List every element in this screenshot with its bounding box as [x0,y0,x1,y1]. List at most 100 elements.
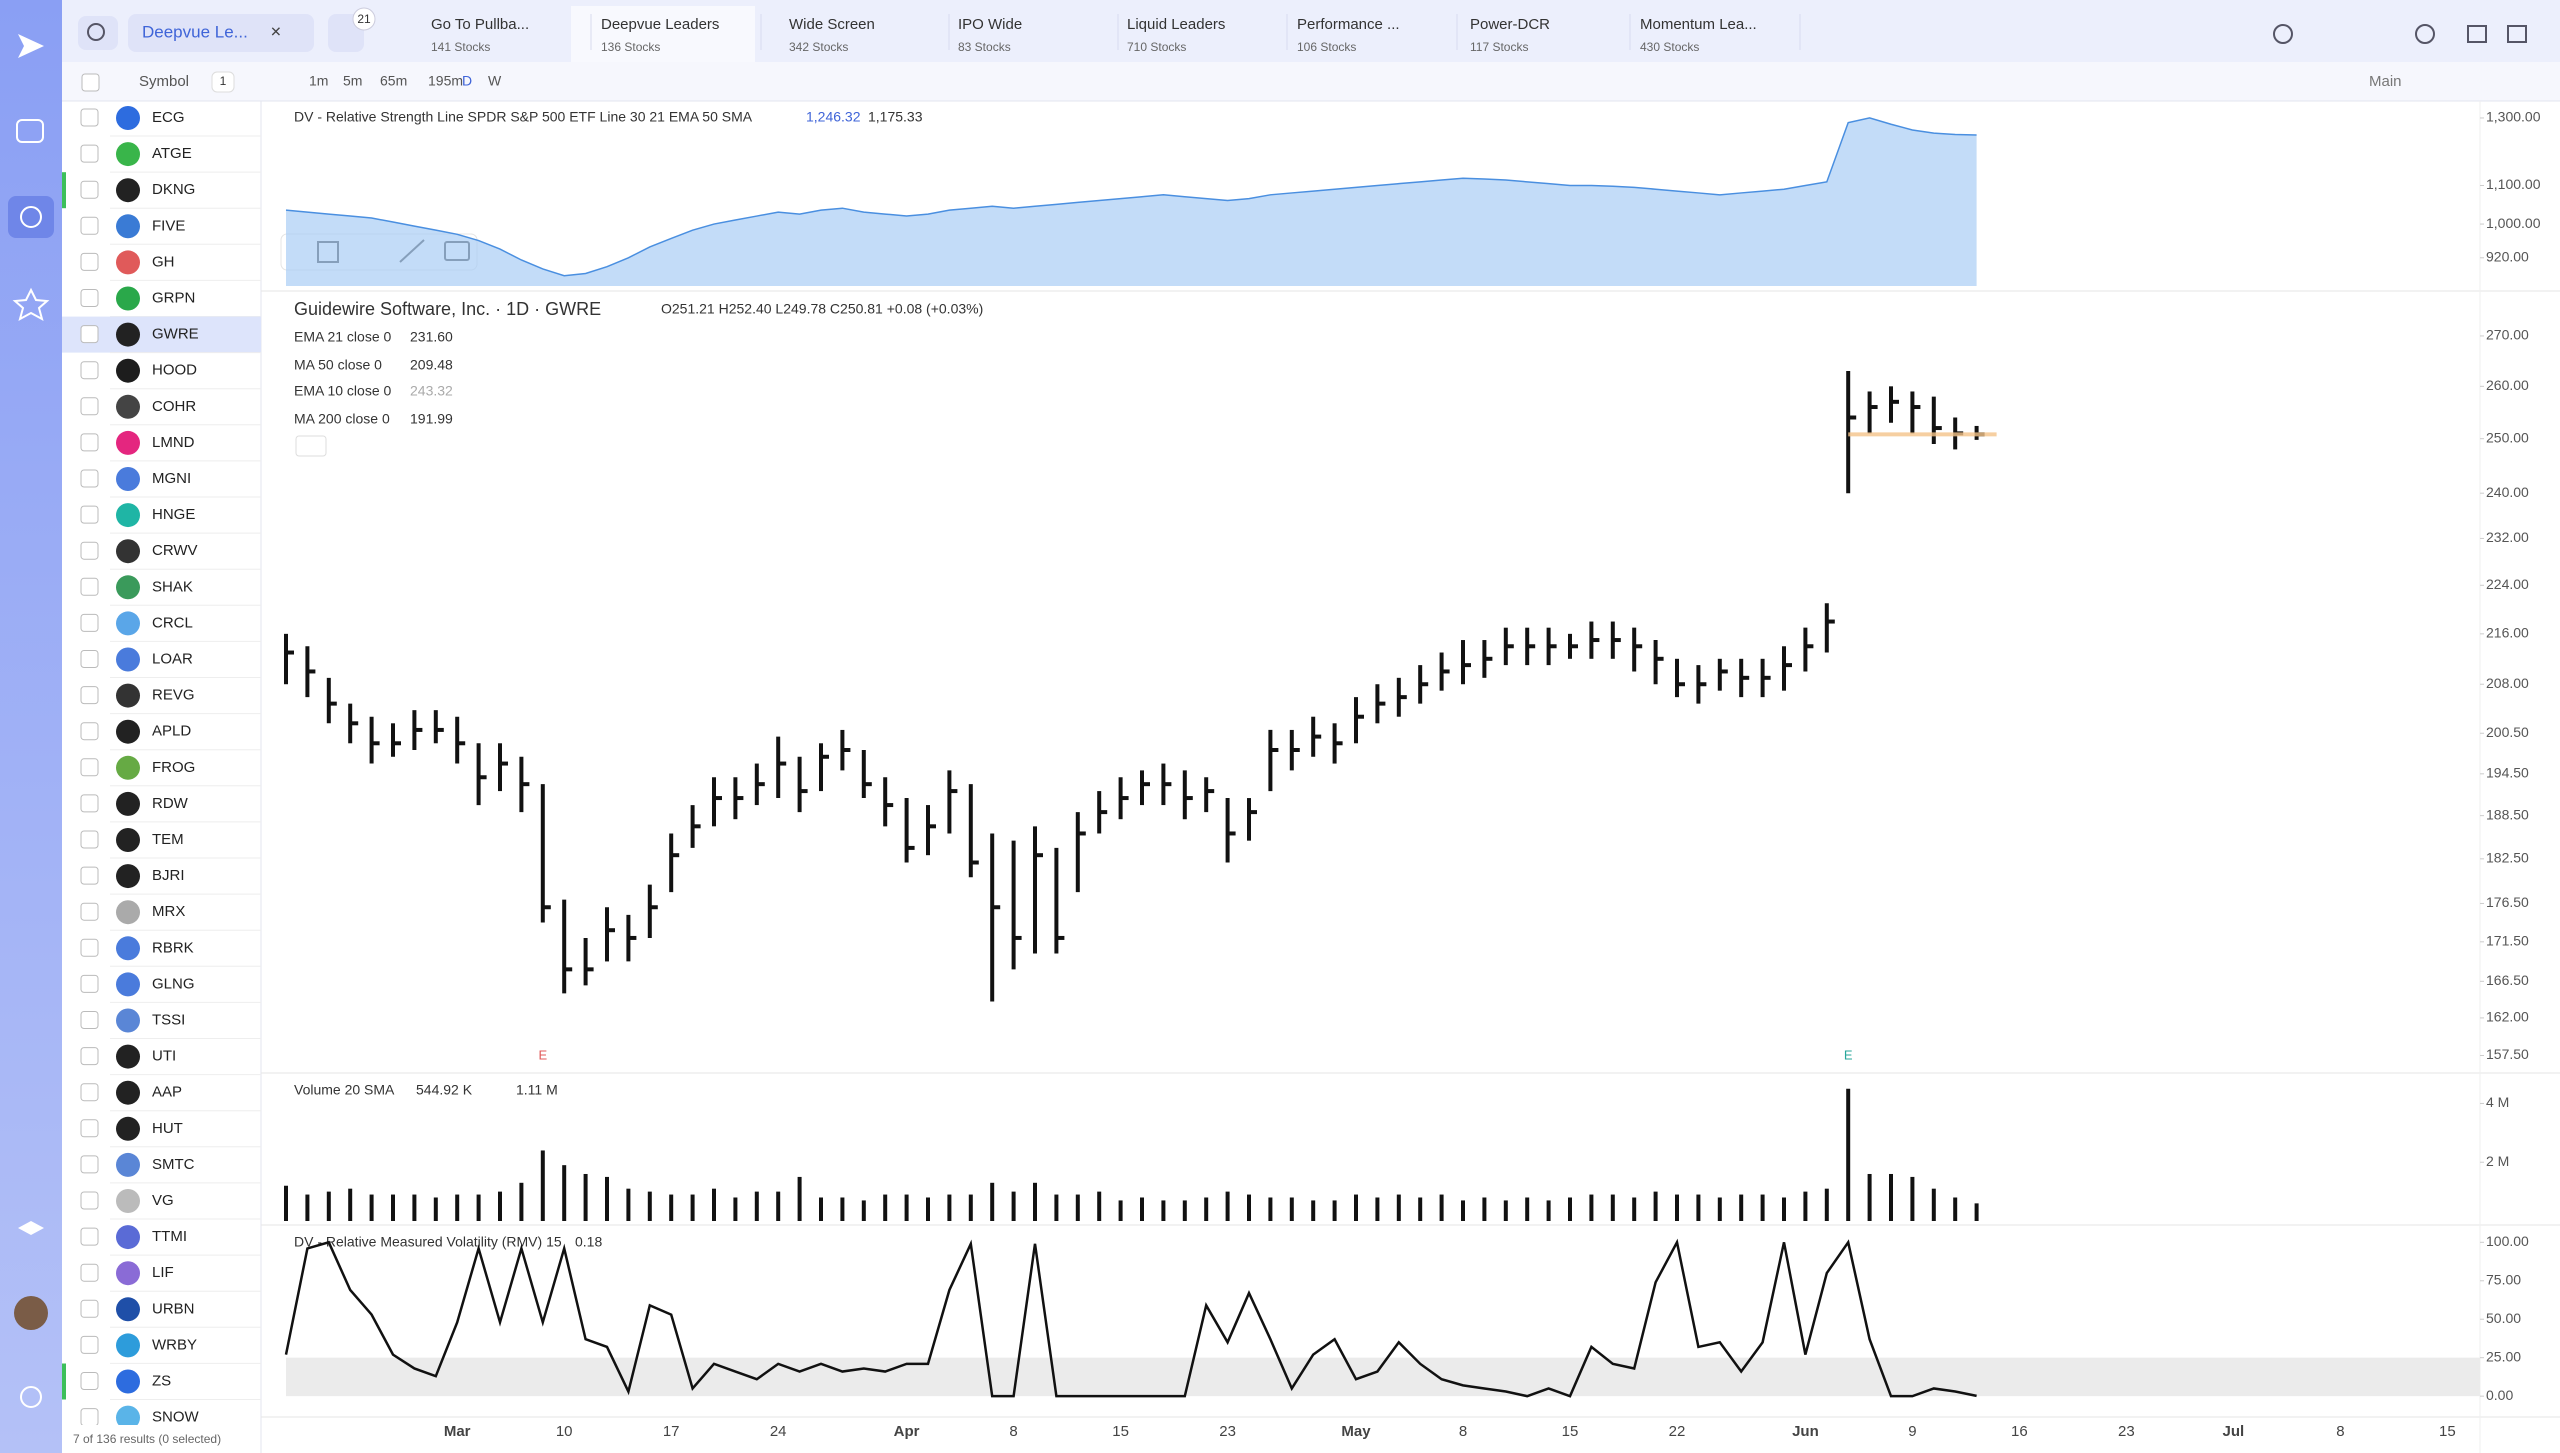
symbol[interactable]: GRPN [152,289,195,306]
row-checkbox[interactable] [80,577,99,596]
row-checkbox[interactable] [80,1335,99,1354]
tab-name[interactable]: Wide Screen [789,16,875,33]
row-checkbox[interactable] [80,469,99,488]
row-checkbox[interactable] [80,433,99,452]
symbol[interactable]: LMND [152,434,195,451]
row-checkbox[interactable] [80,866,99,885]
symbol[interactable]: RDW [152,795,189,812]
row-checkbox[interactable] [80,1047,99,1066]
row-checkbox[interactable] [80,541,99,560]
list-icon[interactable] [2467,25,2487,43]
nav-icon[interactable] [16,119,44,143]
symbol[interactable]: CRWV [152,542,198,559]
avatar[interactable] [14,1296,48,1330]
symbol[interactable]: HUT [152,1120,183,1137]
row-checkbox[interactable] [80,1119,99,1138]
symbol[interactable]: TSSI [152,1011,185,1028]
search-button[interactable] [78,16,118,50]
symbol[interactable]: FROG [152,759,195,776]
row-checkbox[interactable] [80,397,99,416]
row-checkbox[interactable] [80,938,99,957]
tab-name[interactable]: Deepvue Leaders [601,16,719,33]
symbol[interactable]: REVG [152,687,195,704]
interval[interactable]: W [488,73,502,89]
nav-active[interactable] [8,196,54,238]
row-checkbox[interactable] [80,1011,99,1029]
select-all[interactable] [81,73,100,92]
nav-icon[interactable] [18,1221,44,1235]
row-checkbox[interactable] [80,144,99,163]
help-icon[interactable] [20,1386,42,1408]
interval[interactable]: 195m [428,73,463,89]
symbol[interactable]: TTMI [152,1228,187,1245]
symbol[interactable]: VG [152,1192,174,1209]
layout-name[interactable]: Main [2369,73,2402,90]
symbol[interactable]: SHAK [152,578,193,595]
alert-icon[interactable] [2415,24,2435,44]
symbol[interactable]: LIF [152,1264,174,1281]
tab-name[interactable]: IPO Wide [958,16,1022,33]
row-checkbox[interactable] [80,180,99,199]
tab-name[interactable]: Power-DCR [1470,16,1550,33]
symbol[interactable]: FIVE [152,217,185,234]
symbol[interactable]: ZS [152,1372,171,1389]
symbol[interactable]: ATGE [152,145,192,162]
list-selector[interactable] [128,14,314,52]
row-checkbox[interactable] [80,650,99,668]
row-checkbox[interactable] [80,216,99,235]
active-tab[interactable] [571,6,755,62]
row-checkbox[interactable] [80,1083,99,1102]
column-header[interactable]: Symbol [139,73,189,90]
grid-icon[interactable] [2507,25,2527,43]
row-checkbox[interactable] [80,325,99,344]
row-checkbox[interactable] [80,505,99,524]
row-checkbox[interactable] [80,974,99,993]
collapse-button[interactable] [295,435,327,457]
interval[interactable]: 65m [380,73,407,89]
symbol[interactable]: GWRE [152,326,199,343]
row-checkbox[interactable] [80,289,99,307]
logo[interactable] [18,34,44,58]
symbol[interactable]: UTI [152,1048,176,1065]
row-checkbox[interactable] [80,108,99,127]
symbol[interactable]: GLNG [152,975,195,992]
tab-name[interactable]: Liquid Leaders [1127,16,1225,33]
symbol[interactable]: SMTC [152,1156,195,1173]
row-checkbox[interactable] [80,613,99,632]
row-checkbox[interactable] [80,1191,99,1210]
symbol[interactable]: APLD [152,723,191,740]
row-checkbox[interactable] [80,361,99,380]
share-icon[interactable] [2273,24,2293,44]
row-checkbox[interactable] [80,1155,99,1174]
row-checkbox[interactable] [80,1299,99,1318]
symbol[interactable]: URBN [152,1300,195,1317]
row-checkbox[interactable] [80,1263,99,1282]
row-checkbox[interactable] [80,830,99,849]
row-checkbox[interactable] [80,722,99,741]
symbol[interactable]: MRX [152,903,185,920]
symbol[interactable]: HNGE [152,506,195,523]
row-checkbox[interactable] [80,252,99,271]
interval[interactable]: D [462,73,472,89]
symbol[interactable]: RBRK [152,939,194,956]
tab-name[interactable]: Go To Pullba... [431,16,529,33]
symbol[interactable]: LOAR [152,650,193,667]
interval[interactable]: 5m [343,73,362,89]
symbol[interactable]: AAP [152,1084,182,1101]
row-checkbox[interactable] [80,1372,99,1390]
symbol[interactable]: SNOW [152,1409,200,1426]
symbol[interactable]: COHR [152,398,196,415]
symbol[interactable]: DKNG [152,181,195,198]
row-checkbox[interactable] [80,1408,99,1426]
symbol[interactable]: MGNI [152,470,191,487]
row-checkbox[interactable] [80,686,99,705]
row-checkbox[interactable] [80,758,99,777]
row-checkbox[interactable] [80,902,99,921]
row-checkbox[interactable] [80,1227,99,1246]
symbol[interactable]: GH [152,253,175,270]
nav-icon[interactable] [12,287,50,322]
symbol[interactable]: HOOD [152,362,197,379]
tab-name[interactable]: Performance ... [1297,16,1400,33]
symbol[interactable]: WRBY [152,1336,197,1353]
symbol[interactable]: CRCL [152,614,193,631]
